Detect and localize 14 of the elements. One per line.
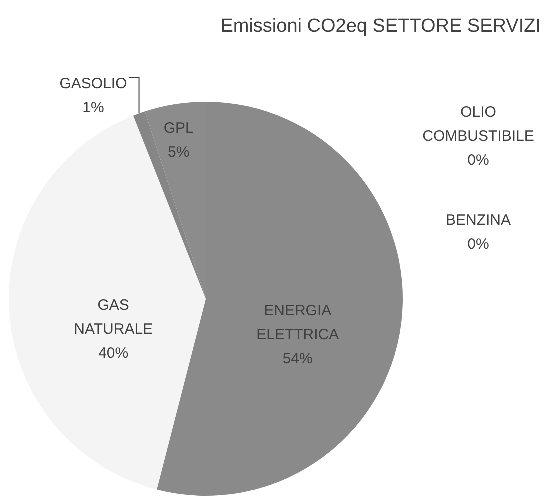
- data-label: 1%: [82, 100, 104, 117]
- text: 0%: [468, 236, 490, 253]
- slice-label: GPL: [164, 120, 194, 137]
- data-label: 40%: [98, 344, 129, 362]
- text: 0%: [468, 152, 490, 169]
- category-label: BENZINA: [446, 212, 512, 229]
- data-label: 5%: [168, 144, 190, 161]
- data-label: 54%: [282, 350, 313, 368]
- chart-title: Emissioni CO2eq SETTORE SERVIZI: [220, 16, 541, 37]
- slice-label: ENERGIA ELETTRICA: [256, 302, 340, 344]
- slice-label: GAS NATURALE: [74, 296, 154, 338]
- category-label: OLIO COMBUSTIBILE: [422, 104, 534, 145]
- pie-slice: [9, 116, 206, 490]
- slice-label: GASOLIO: [60, 76, 128, 93]
